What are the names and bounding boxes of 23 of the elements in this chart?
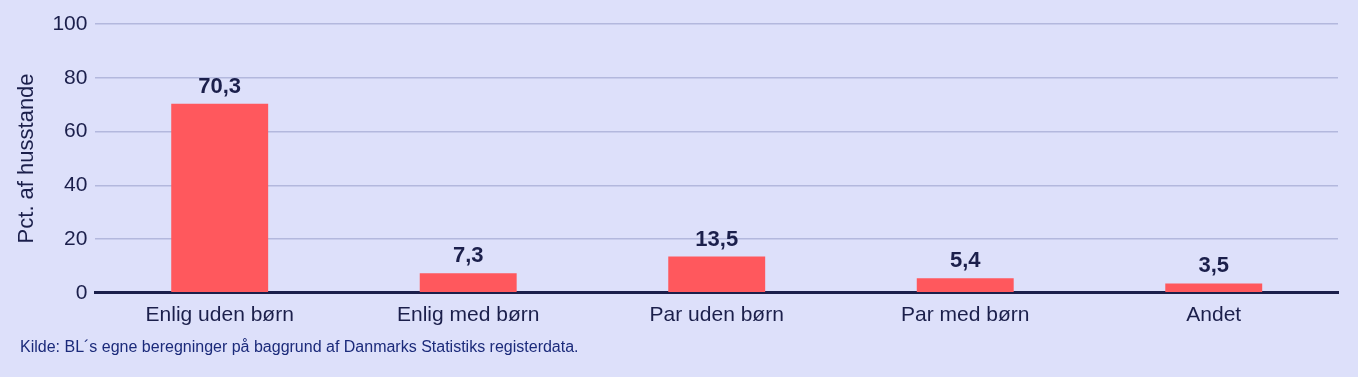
bar (1165, 283, 1263, 293)
x-tick-label: Enlig uden børn (145, 302, 294, 326)
text: Kilde: BL´s egne beregninger på baggrund af Danmarks Statistiks registerdata. (19, 338, 580, 356)
y-tick-label: 100 (52, 10, 88, 34)
bar (668, 256, 766, 293)
y-tick-label: 80 (64, 64, 88, 88)
y-tick-label: 60 (64, 118, 88, 142)
y-tick-label: 20 (64, 225, 88, 249)
y-tick-label: 0 (75, 279, 88, 303)
x-tick-label: Enlig med børn (397, 302, 540, 326)
data-label: 13,5 (695, 225, 739, 251)
x-tick-label: Andet (1186, 302, 1242, 326)
bar (171, 103, 269, 293)
data-label: 5,4 (949, 247, 982, 273)
y-axis-title: Pct. af husstande (13, 73, 39, 244)
y-tick-label: 40 (64, 172, 88, 196)
data-label: 3,5 (1198, 252, 1230, 278)
bar (419, 273, 517, 293)
data-label: 70,3 (198, 72, 242, 98)
data-label: 7,3 (452, 242, 484, 268)
x-tick-label: Par med børn (901, 302, 1030, 326)
x-tick-label: Par uden børn (649, 302, 784, 326)
bar (916, 278, 1014, 293)
